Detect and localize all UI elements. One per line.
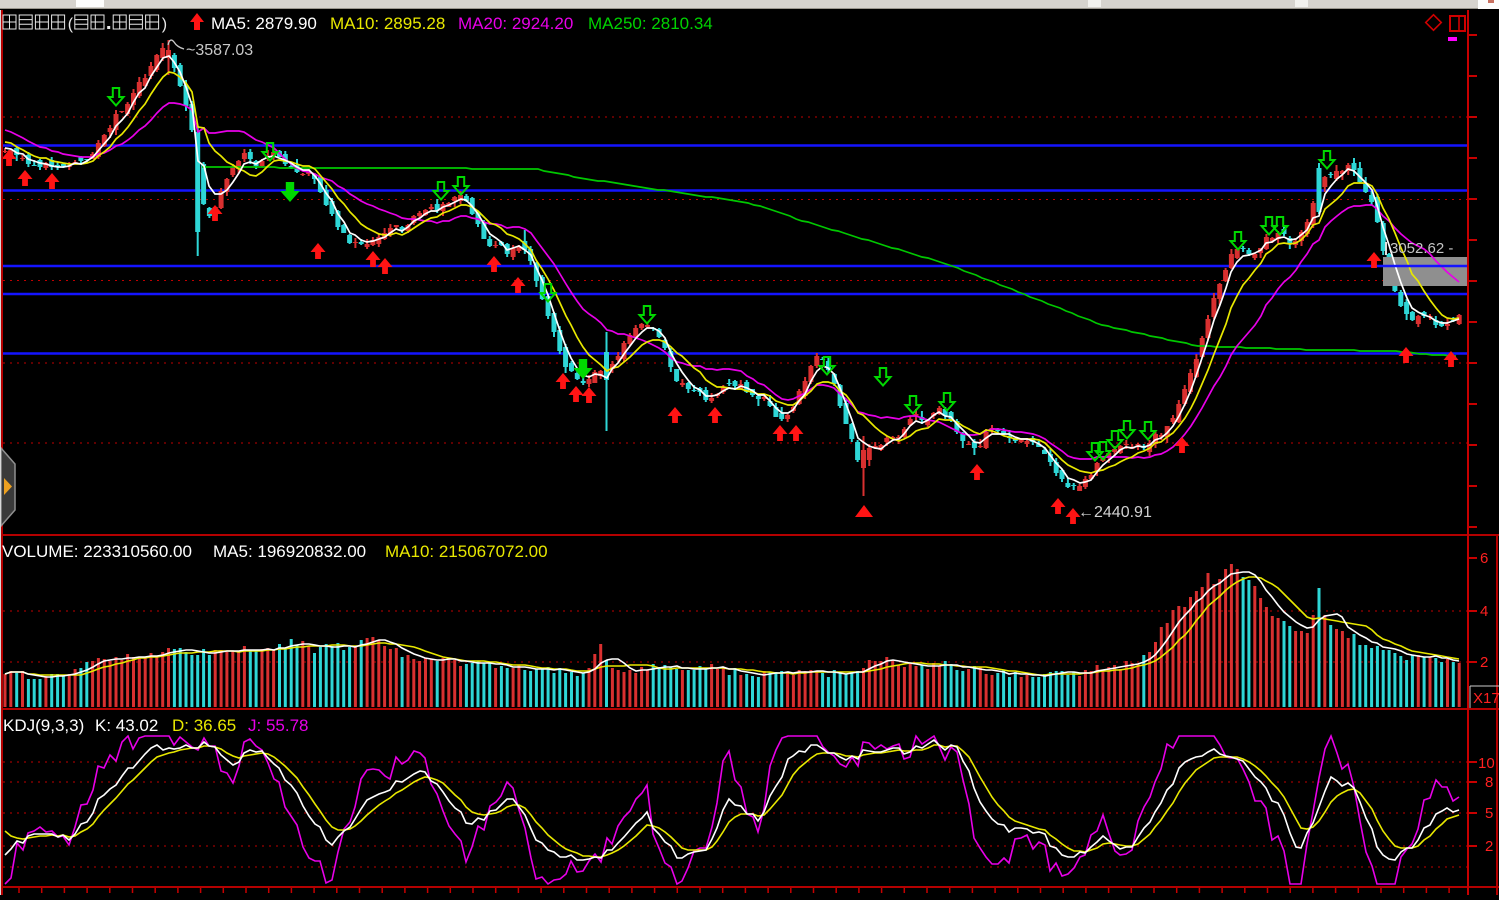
svg-text:MA5: 2879.90: MA5: 2879.90: [211, 14, 317, 33]
svg-text:J: 55.78: J: 55.78: [248, 716, 309, 735]
svg-text:K: 43.02: K: 43.02: [95, 716, 158, 735]
svg-text:MA250: 2810.34: MA250: 2810.34: [588, 14, 713, 33]
svg-text:VOLUME: 223310560.00: VOLUME: 223310560.00: [2, 542, 192, 561]
svg-text:6: 6: [1480, 550, 1488, 567]
svg-text:8: 8: [1485, 774, 1493, 791]
svg-text:←2440.91: ←2440.91: [1078, 504, 1152, 521]
svg-text:~3587.03: ~3587.03: [186, 42, 253, 59]
svg-text:MA10: 215067072.00: MA10: 215067072.00: [385, 542, 548, 561]
svg-text:3052.62 -: 3052.62 -: [1390, 240, 1453, 257]
svg-text:): ): [162, 16, 167, 33]
svg-text:4: 4: [1480, 603, 1488, 620]
svg-text:MA10: 2895.28: MA10: 2895.28: [330, 14, 445, 33]
svg-text:KDJ(9,3,3): KDJ(9,3,3): [3, 716, 84, 735]
svg-text:2: 2: [1485, 838, 1493, 855]
svg-text:2: 2: [1480, 654, 1488, 671]
svg-text:(: (: [68, 16, 74, 33]
svg-text:X17: X17: [1473, 690, 1499, 707]
svg-text:MA20: 2924.20: MA20: 2924.20: [458, 14, 573, 33]
svg-text:10: 10: [1478, 755, 1495, 772]
svg-text:5: 5: [1485, 805, 1493, 822]
svg-text:MA5: 196920832.00: MA5: 196920832.00: [213, 542, 366, 561]
svg-text:D: 36.65: D: 36.65: [172, 716, 236, 735]
